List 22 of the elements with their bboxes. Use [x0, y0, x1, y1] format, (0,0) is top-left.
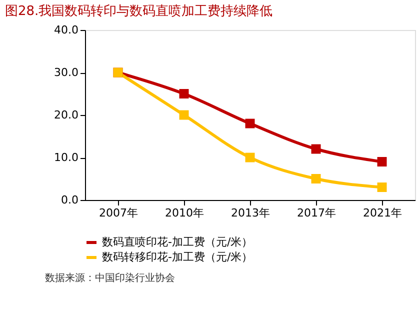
point — [311, 174, 321, 184]
chart-title: 图28.我国数码转印与数码直喷加工费持续降低 — [5, 4, 273, 19]
x-tick-label: 2013年 — [231, 206, 270, 220]
y-tick-label: 30.0 — [54, 66, 78, 79]
x-tick-label: 2007年 — [99, 206, 138, 220]
x-tick-label: 2017年 — [297, 206, 336, 220]
y-tick-label: 20.0 — [54, 108, 78, 122]
point — [377, 182, 387, 192]
source-note: 数据来源：中国印染行业协会 — [45, 272, 175, 284]
legend-label: 数码直喷印花-加工费（元/米） — [102, 236, 253, 248]
y-tick-label: 10.0 — [54, 151, 78, 164]
legend-label: 数码转移印花-加工费（元/米） — [102, 250, 253, 264]
point — [377, 157, 387, 166]
point — [245, 118, 255, 128]
y-tick-label: 40.0 — [54, 24, 78, 36]
point — [311, 144, 321, 154]
point — [245, 152, 255, 162]
point — [179, 89, 189, 98]
y-tick-label: 0.0 — [61, 194, 78, 206]
x-tick-label: 2010年 — [165, 206, 204, 220]
point — [179, 110, 189, 120]
x-tick-label: 2021年 — [363, 206, 402, 220]
